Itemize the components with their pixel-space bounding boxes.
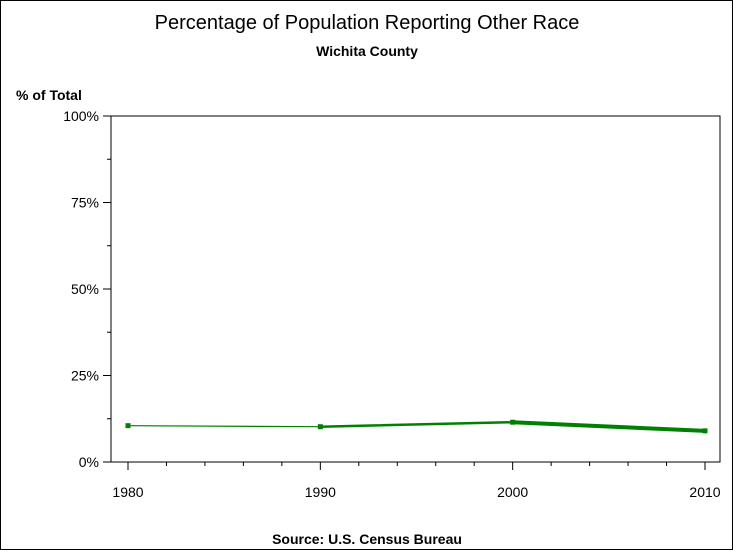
y-tick-label: 0% [79,454,99,470]
series-line-segment [127,425,321,428]
series-layer [125,419,708,434]
x-tick-label: 2010 [689,484,720,500]
chart-title: Percentage of Population Reporting Other… [155,12,580,34]
source-note: Source: U.S. Census Bureau [272,531,462,547]
x-tick-label: 1990 [305,484,336,500]
data-point [125,423,131,429]
y-axis-label: % of Total [16,87,82,103]
y-tick-label: 50% [71,281,99,297]
series-line-segment [510,420,707,433]
data-point [510,419,516,425]
y-axis: 0% 25% 50% 75% 100% [63,108,111,470]
x-tick-label: 1980 [112,484,143,500]
chart-subtitle: Wichita County [316,43,418,59]
x-axis: 1980 1990 2000 2010 [112,462,721,500]
plot-area [110,115,721,463]
y-tick-label: 25% [71,368,99,384]
data-point [702,428,708,434]
series-line-segment [319,420,514,428]
data-point [317,424,323,430]
x-tick-label: 2000 [497,484,528,500]
y-tick-label: 75% [71,195,99,211]
y-tick-label: 100% [63,108,99,124]
